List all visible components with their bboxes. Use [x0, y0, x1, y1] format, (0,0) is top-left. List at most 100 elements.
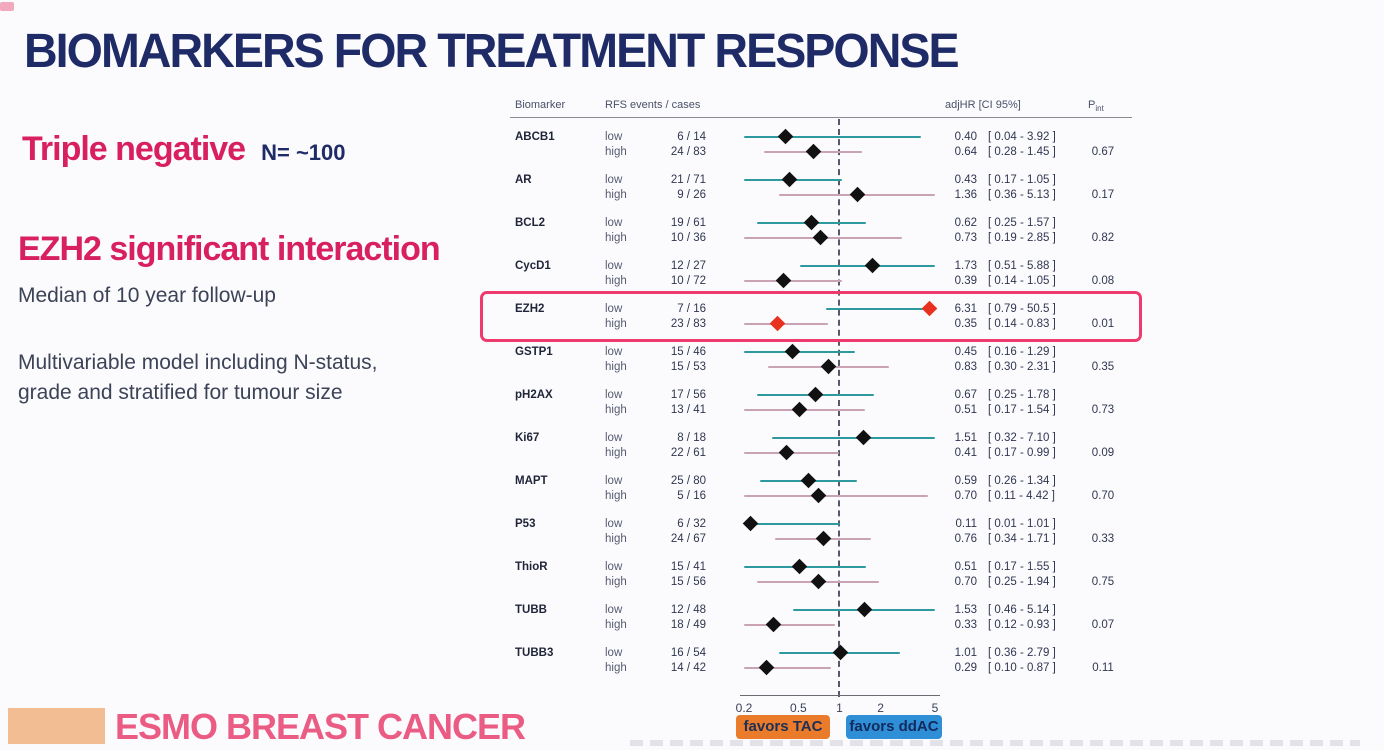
hr-diamond — [778, 444, 795, 461]
column-header-biomarker: Biomarker — [515, 99, 566, 111]
hr-value: 1.36 — [954, 189, 977, 201]
level-label: high — [605, 275, 627, 287]
model-note-line2: grade and stratified for tumour size — [18, 381, 343, 404]
level-label: high — [605, 318, 627, 330]
biomarker-label: TUBB — [515, 604, 547, 616]
hr-diamond — [800, 472, 816, 489]
hr-value: 0.33 — [954, 619, 977, 631]
ci-value: [ 0.16 - 1.29 ] — [988, 346, 1056, 358]
hr-value: 1.73 — [954, 260, 977, 272]
level-label: high — [605, 146, 627, 158]
hr-value: 0.51 — [954, 561, 977, 573]
hr-value: 0.35 — [954, 318, 977, 330]
hr-diamond — [777, 128, 793, 145]
p-int-value: 0.17 — [1091, 189, 1115, 201]
hr-diamond — [803, 214, 819, 231]
hr-diamond — [820, 358, 837, 375]
biomarker-label: pH2AX — [515, 389, 553, 401]
hr-diamond — [781, 171, 798, 188]
hr-value: 1.53 — [954, 604, 977, 616]
ci-value: [ 0.79 - 50.5 ] — [988, 303, 1056, 315]
p-int-value: 0.73 — [1091, 404, 1115, 416]
events-value: 15 / 41 — [670, 561, 706, 573]
p-int-value: 0.33 — [1091, 533, 1115, 545]
level-label: high — [605, 404, 627, 416]
events-value: 16 / 54 — [670, 647, 706, 659]
level-label: low — [605, 647, 623, 659]
x-axis-line — [740, 695, 940, 696]
events-value: 12 / 27 — [670, 260, 706, 272]
ezh2-highlight-box — [480, 291, 1142, 342]
biomarker-label: ABCB1 — [515, 131, 555, 143]
biomarker-label: AR — [515, 174, 532, 186]
level-label: low — [605, 604, 623, 616]
hr-value: 0.62 — [954, 217, 977, 229]
events-value: 23 / 83 — [670, 318, 706, 330]
ci-line — [744, 280, 843, 282]
hr-diamond — [805, 143, 821, 160]
events-value: 10 / 36 — [670, 232, 706, 244]
p-int-value: 0.75 — [1091, 576, 1115, 588]
p-int-value: 0.35 — [1091, 361, 1115, 373]
hr-diamond — [864, 257, 880, 274]
ci-value: [ 0.11 - 4.42 ] — [988, 490, 1055, 502]
level-label: high — [605, 447, 627, 459]
ci-value: [ 0.14 - 1.05 ] — [988, 275, 1056, 287]
level-label: high — [605, 576, 627, 588]
hr-value: 0.43 — [954, 174, 977, 186]
p-int-value: 0.01 — [1091, 318, 1115, 330]
p-int-value: 0.09 — [1091, 447, 1115, 459]
level-label: high — [605, 361, 627, 373]
events-value: 8 / 18 — [677, 432, 706, 444]
x-axis-tick-label: 0.5 — [790, 701, 807, 715]
hr-value: 0.59 — [954, 475, 977, 487]
model-note: Multivariable model including N-status, … — [18, 348, 378, 408]
reference-line — [838, 119, 840, 697]
hr-value: 0.51 — [954, 404, 977, 416]
biomarker-label: EZH2 — [515, 303, 545, 315]
events-value: 6 / 14 — [677, 131, 706, 143]
ci-value: [ 0.12 - 0.93 ] — [988, 619, 1056, 631]
level-label: high — [605, 662, 627, 674]
hr-value: 0.40 — [954, 131, 977, 143]
hr-value: 0.70 — [954, 576, 977, 588]
level-label: low — [605, 174, 623, 186]
followup-note: Median of 10 year follow-up — [18, 284, 276, 307]
p-int-value: 0.67 — [1091, 146, 1115, 158]
ci-line — [825, 308, 935, 310]
hr-diamond — [849, 186, 866, 203]
hr-value: 0.83 — [954, 361, 977, 373]
level-label: high — [605, 189, 627, 201]
hr-diamond — [758, 659, 774, 676]
ci-value: [ 0.46 - 5.14 ] — [988, 604, 1056, 616]
biomarker-label: TUBB3 — [515, 647, 554, 659]
level-label: high — [605, 619, 627, 631]
corner-accent-mark — [0, 2, 14, 11]
ci-value: [ 0.01 - 1.01 ] — [988, 518, 1056, 530]
x-axis-tick-label: 1 — [836, 701, 843, 715]
ci-line — [744, 323, 829, 325]
ci-value: [ 0.34 - 1.71 ] — [988, 533, 1056, 545]
events-value: 10 / 72 — [670, 275, 706, 287]
esmo-logo-text: ESMO BREAST CANCER — [115, 706, 526, 747]
hr-value: 1.51 — [954, 432, 977, 444]
p-int-value: 0.82 — [1091, 232, 1115, 244]
esmo-logo-square — [8, 708, 105, 744]
ci-value: [ 0.36 - 5.13 ] — [988, 189, 1056, 201]
ci-value: [ 0.26 - 1.34 ] — [988, 475, 1056, 487]
hr-diamond — [784, 343, 800, 360]
events-value: 14 / 42 — [670, 662, 706, 674]
ci-value: [ 0.36 - 2.79 ] — [988, 647, 1056, 659]
hr-diamond — [856, 601, 873, 618]
ci-value: [ 0.25 - 1.57 ] — [988, 217, 1056, 229]
page-title: BIOMARKERS FOR TREATMENT RESPONSE — [24, 25, 960, 78]
level-label: low — [605, 432, 623, 444]
ci-line — [744, 667, 832, 669]
events-value: 25 / 80 — [670, 475, 706, 487]
level-label: low — [605, 131, 623, 143]
ezh2-heading: EZH2 significant interaction — [18, 230, 441, 268]
level-label: low — [605, 260, 623, 272]
ci-value: [ 0.17 - 1.55 ] — [988, 561, 1056, 573]
hr-diamond — [856, 429, 872, 446]
biomarker-label: Ki67 — [515, 432, 540, 444]
